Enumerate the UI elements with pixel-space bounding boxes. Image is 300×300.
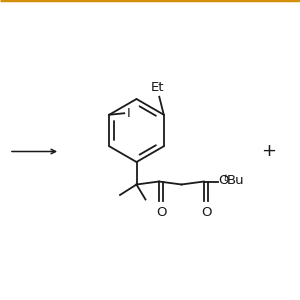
Text: +: + bbox=[261, 142, 276, 160]
Text: I: I bbox=[127, 107, 131, 120]
Text: Et: Et bbox=[151, 81, 164, 94]
Text: O: O bbox=[156, 206, 166, 218]
Text: O: O bbox=[218, 174, 229, 187]
Text: O: O bbox=[201, 206, 211, 218]
Text: Bu: Bu bbox=[226, 174, 244, 187]
Text: $t$: $t$ bbox=[223, 172, 229, 183]
